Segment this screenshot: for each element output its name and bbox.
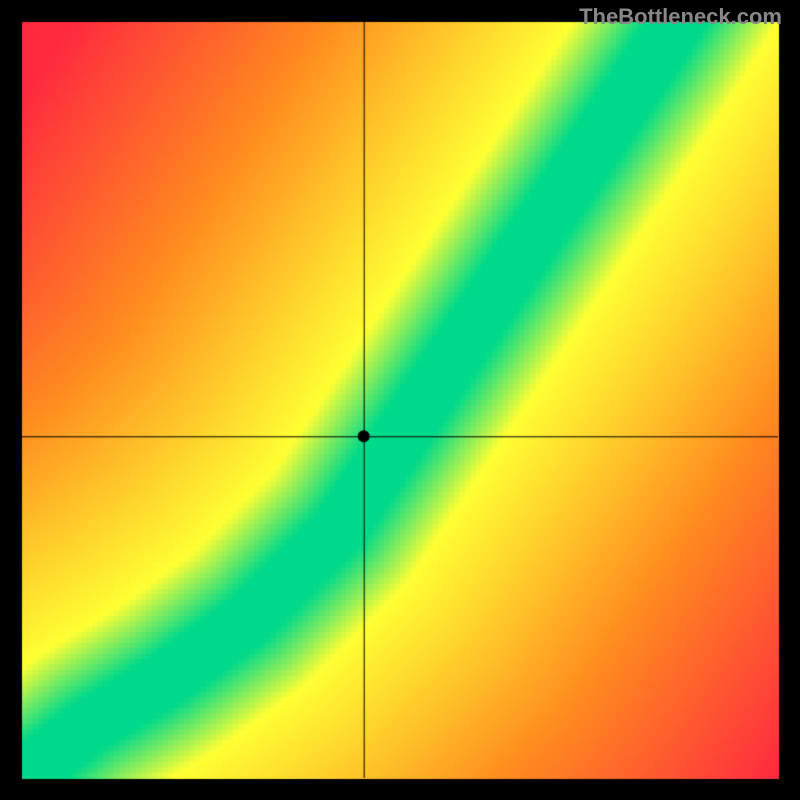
watermark-text: TheBottleneck.com [579,4,782,30]
chart-container: TheBottleneck.com [0,0,800,800]
bottleneck-heatmap [0,0,800,800]
